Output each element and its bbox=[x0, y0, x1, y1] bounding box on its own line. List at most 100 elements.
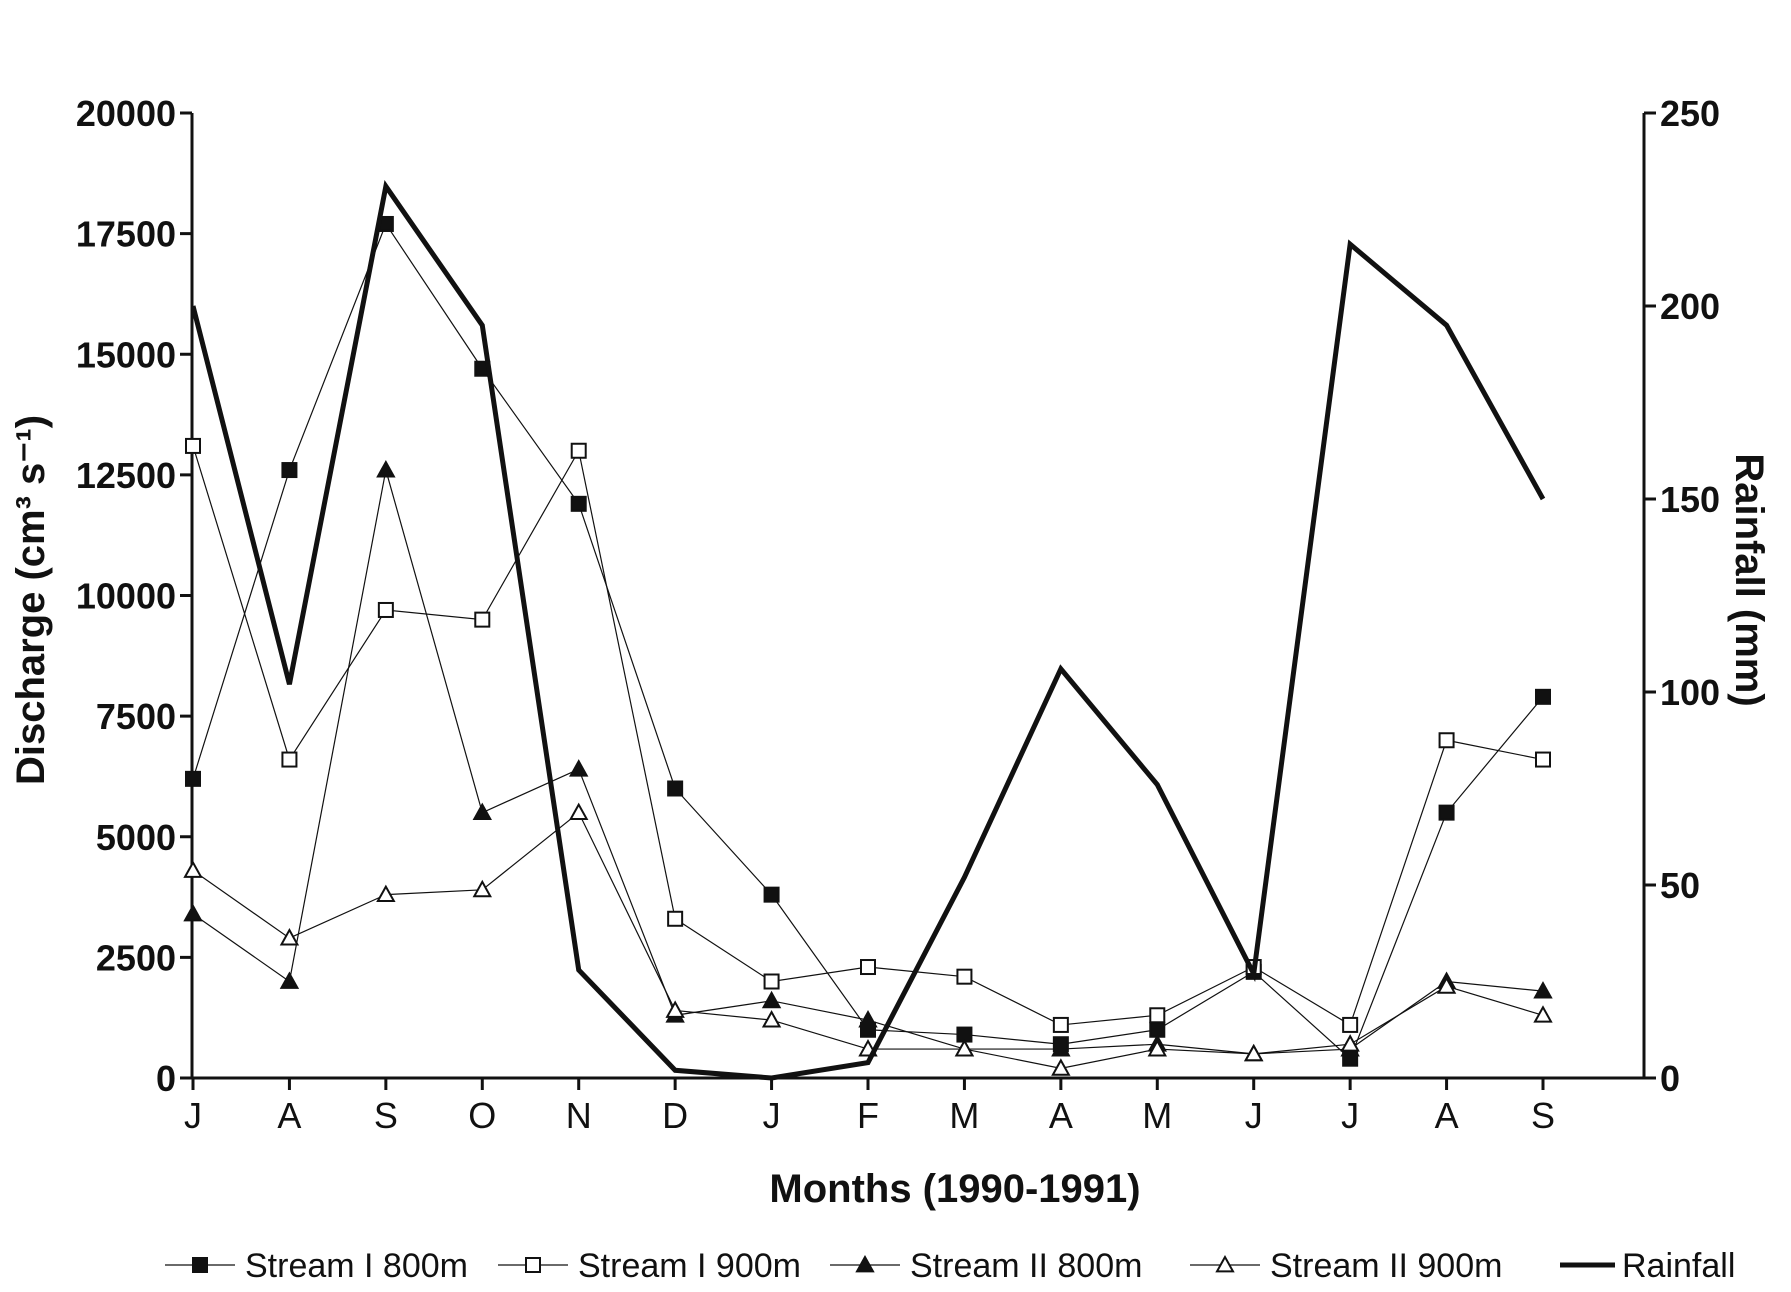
legend-marker bbox=[855, 1254, 875, 1273]
data-point bbox=[1342, 1016, 1359, 1033]
data-point bbox=[377, 601, 394, 618]
data-point bbox=[860, 959, 876, 976]
data-point bbox=[1147, 1038, 1167, 1057]
legend-marker bbox=[525, 1257, 541, 1273]
left-y-ticks: 0 2500 5000 7500 10000 12500 15000 17500 20000 bbox=[76, 93, 192, 1099]
x-tick-label: O bbox=[468, 1095, 496, 1136]
y-tick-label: 5000 bbox=[96, 817, 176, 858]
data-point bbox=[954, 1038, 975, 1057]
data-point bbox=[1052, 1016, 1069, 1033]
legend-item: Stream II 800m bbox=[830, 1247, 1142, 1285]
legend-item: Stream I 900m bbox=[498, 1247, 801, 1285]
data-point bbox=[474, 611, 491, 628]
y-tick-label: 12500 bbox=[76, 455, 176, 496]
series-stream-i-900m bbox=[185, 437, 1551, 1033]
data-point bbox=[183, 860, 203, 878]
data-point bbox=[761, 1010, 782, 1028]
x-tick-label: N bbox=[566, 1095, 592, 1136]
data-point bbox=[279, 928, 300, 946]
legend-marker bbox=[192, 1257, 208, 1273]
x-tick-label: J bbox=[1245, 1095, 1263, 1136]
data-point bbox=[472, 802, 492, 821]
data-point bbox=[281, 751, 298, 768]
x-tick-label: F bbox=[857, 1095, 879, 1136]
series-line bbox=[192, 445, 1544, 1026]
y-tick-label: 2500 bbox=[96, 937, 176, 978]
x-tick-label: J bbox=[763, 1095, 781, 1136]
x-tick-label: S bbox=[1531, 1095, 1555, 1136]
x-tick-label: D bbox=[662, 1095, 688, 1136]
x-tick-label: S bbox=[374, 1095, 398, 1136]
y2-tick-label: 0 bbox=[1660, 1058, 1680, 1099]
y2-tick-label: 150 bbox=[1660, 479, 1720, 520]
data-point bbox=[281, 462, 298, 479]
y-tick-label: 10000 bbox=[76, 576, 176, 617]
data-point bbox=[185, 770, 201, 787]
data-point bbox=[1533, 1005, 1553, 1023]
data-point bbox=[1533, 981, 1553, 999]
data-point bbox=[667, 780, 684, 797]
data-point bbox=[1535, 688, 1551, 705]
data-point bbox=[1535, 751, 1551, 768]
data-point bbox=[569, 802, 589, 821]
y-tick-label: 15000 bbox=[76, 334, 176, 375]
x-tick-label: A bbox=[1049, 1095, 1073, 1136]
data-point bbox=[1149, 1007, 1166, 1024]
y-axis-title: Discharge (cm³ s⁻¹) bbox=[9, 415, 53, 785]
data-point bbox=[185, 437, 201, 454]
y-tick-label: 17500 bbox=[76, 214, 176, 255]
series-stream-i-800m bbox=[185, 215, 1551, 1067]
y-tick-label: 0 bbox=[156, 1058, 176, 1099]
series-layer bbox=[183, 180, 1553, 1081]
y-tick-label: 20000 bbox=[76, 93, 176, 134]
data-point bbox=[665, 1000, 685, 1018]
y2-tick-label: 100 bbox=[1660, 672, 1720, 713]
x-tick-label: A bbox=[1435, 1095, 1459, 1136]
data-point bbox=[183, 903, 203, 922]
legend-label: Stream II 800m bbox=[910, 1247, 1142, 1285]
rainfall-line bbox=[190, 180, 1546, 1081]
y2-tick-label: 50 bbox=[1660, 865, 1700, 906]
x-tick-label: A bbox=[277, 1095, 301, 1136]
x-tick-label: J bbox=[184, 1095, 202, 1136]
data-point bbox=[472, 879, 492, 898]
legend-item: Stream II 900m bbox=[1190, 1247, 1502, 1285]
x-tick-label: M bbox=[1142, 1095, 1172, 1136]
x-axis-title: Months (1990-1991) bbox=[769, 1167, 1140, 1211]
y2-tick-label: 200 bbox=[1660, 286, 1720, 327]
data-point bbox=[667, 910, 684, 927]
x-tick-label: M bbox=[949, 1095, 979, 1136]
series-line bbox=[192, 222, 1544, 1060]
legend-label: Stream I 800m bbox=[245, 1247, 468, 1285]
data-point bbox=[570, 442, 587, 459]
data-point bbox=[763, 973, 780, 990]
data-point bbox=[1438, 804, 1455, 821]
data-point bbox=[858, 1010, 878, 1028]
legend-item: Rainfall bbox=[1560, 1247, 1735, 1285]
data-point bbox=[1051, 1058, 1071, 1076]
legend-label: Stream I 900m bbox=[578, 1247, 801, 1285]
legend-label: Stream II 900m bbox=[1270, 1247, 1502, 1285]
data-point bbox=[570, 495, 587, 512]
legend-marker bbox=[1215, 1254, 1235, 1273]
data-point bbox=[569, 759, 589, 777]
data-point bbox=[956, 968, 973, 985]
legend-label: Rainfall bbox=[1622, 1247, 1735, 1285]
data-point bbox=[1436, 976, 1457, 994]
y2-tick-label: 250 bbox=[1660, 93, 1720, 134]
data-point bbox=[376, 459, 396, 478]
data-point bbox=[1051, 1038, 1071, 1057]
x-tick-label: J bbox=[1341, 1095, 1359, 1136]
series-stream-ii-900m bbox=[183, 802, 1553, 1076]
data-point bbox=[1244, 1043, 1264, 1062]
y2-axis-title: Rainfall (mm) bbox=[1727, 453, 1771, 706]
data-point bbox=[761, 990, 782, 1009]
series-rainfall bbox=[190, 180, 1546, 1081]
legend-item: Stream I 800m bbox=[165, 1247, 468, 1285]
data-point bbox=[763, 886, 780, 903]
y-tick-label: 7500 bbox=[96, 696, 176, 737]
legend: Stream I 800m Stream I 900m Stream II 800m… bbox=[165, 1247, 1735, 1285]
